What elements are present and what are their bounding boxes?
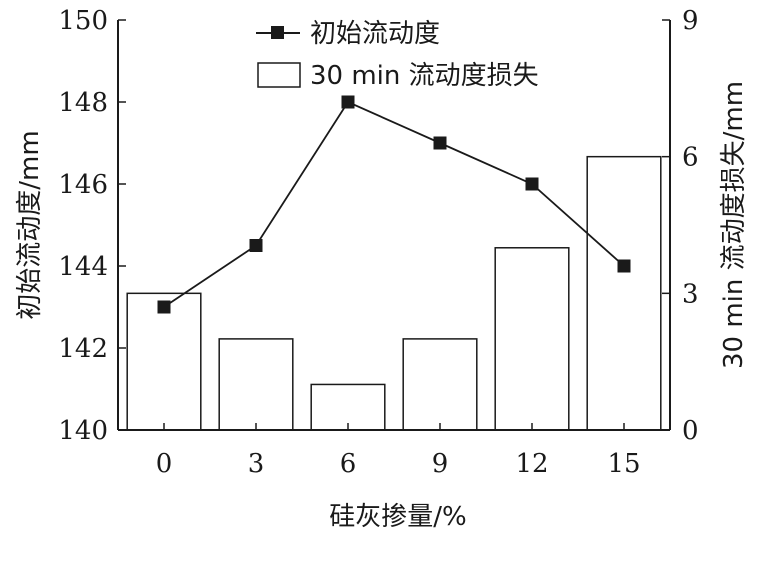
left-tick-label: 148 [58,88,108,118]
legend-bar-label: 30 min 流动度损失 [310,61,539,91]
line-point-15 [617,259,631,273]
line-series [163,100,625,308]
left-axis-title: 初始流动度/mm [15,130,45,319]
right-tick-label: 3 [682,279,699,309]
legend-line-label: 初始流动度 [310,19,440,49]
bar-0 [126,292,202,431]
right-tick-label: 0 [682,416,699,446]
legend-square-marker [271,26,284,39]
bar-15 [586,155,662,431]
legend: 初始流动度 30 min 流动度损失 [256,19,539,91]
ticks-layer: 140 142 144 146 148 150 0 3 6 9 0 3 6 9 12 15 [58,6,698,479]
left-tick-label: 140 [58,416,108,446]
line-point-3 [249,239,263,252]
line-point-9 [433,136,447,150]
x-axis-title: 硅灰掺量/% [329,502,466,532]
line-point-0 [157,300,171,314]
line-point-6 [341,95,355,109]
bar-6 [310,383,386,431]
right-tick-label: 9 [682,6,699,36]
axes-layer [117,20,671,431]
line-layer [157,95,631,314]
x-tick-label: 0 [156,449,173,479]
bars-layer [126,155,662,431]
legend-bar-swatch [257,62,301,88]
bar-3 [218,338,294,431]
bar-9 [402,338,478,431]
right-axis-title: 30 min 流动度损失/mm [719,81,749,369]
left-tick-label: 144 [58,252,108,282]
right-tick-label: 6 [682,143,699,173]
line-point-12 [525,177,539,191]
left-tick-label: 146 [58,170,108,200]
left-tick-label: 142 [58,334,108,364]
x-tick-label: 9 [432,449,449,479]
bar-12 [494,247,570,431]
x-tick-label: 6 [340,449,357,479]
x-tick-label: 12 [515,449,548,479]
x-tick-label: 3 [248,449,265,479]
x-tick-label: 15 [607,449,640,479]
left-tick-label: 150 [58,6,108,36]
